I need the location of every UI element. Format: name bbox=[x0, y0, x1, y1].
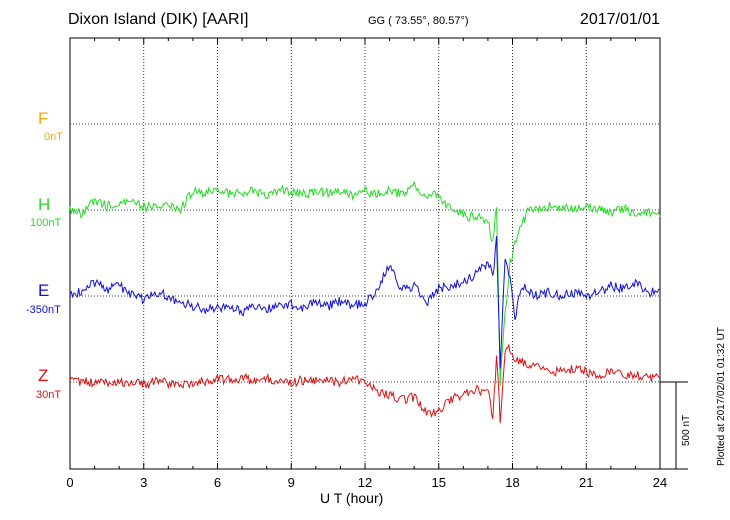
x-tick-label: 24 bbox=[653, 475, 667, 490]
plotted-note: Plotted at 2017/02/01 01:32 UT bbox=[716, 327, 727, 466]
x-tick-label: 15 bbox=[432, 475, 446, 490]
geographic-coords: GG ( 73.55°, 80.57°) bbox=[368, 15, 469, 27]
station-title: Dixon Island (DIK) [AARI] bbox=[68, 11, 249, 28]
series-line-e bbox=[69, 236, 661, 369]
component-label-e: E bbox=[38, 281, 50, 300]
x-tick-label: 6 bbox=[214, 475, 221, 490]
x-tick-label: 0 bbox=[66, 475, 73, 490]
baseline-label-e: -350nT bbox=[26, 304, 61, 316]
x-tick-label: 9 bbox=[288, 475, 295, 490]
x-tick-label: 3 bbox=[140, 475, 147, 490]
scale-bar-label: 500 nT bbox=[681, 414, 692, 446]
x-tick-label: 12 bbox=[358, 475, 372, 490]
component-label-h: H bbox=[38, 195, 51, 214]
baseline-label-h: 100nT bbox=[30, 217, 62, 229]
baseline-label-z: 30nT bbox=[36, 389, 62, 401]
component-label-z: Z bbox=[38, 366, 49, 385]
component-label-f: F bbox=[38, 109, 49, 128]
plot-date: 2017/01/01 bbox=[579, 11, 660, 28]
x-tick-label: 18 bbox=[505, 475, 519, 490]
baseline-label-f: 0nT bbox=[44, 131, 63, 143]
series-line-h bbox=[69, 180, 661, 386]
x-tick-label: 21 bbox=[579, 475, 593, 490]
series-line-z bbox=[69, 343, 661, 424]
x-axis-label: U T (hour) bbox=[320, 490, 384, 506]
